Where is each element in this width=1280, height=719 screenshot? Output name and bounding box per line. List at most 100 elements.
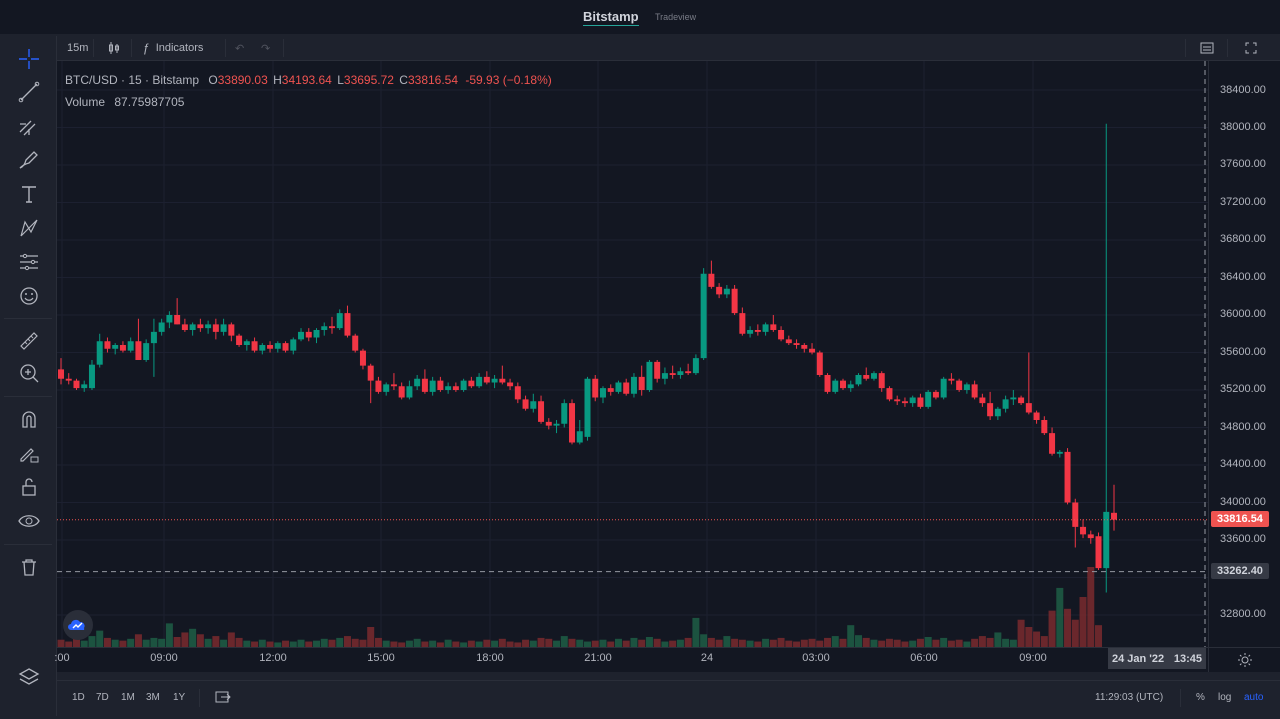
volume-bar — [994, 632, 1002, 647]
volume-bar — [514, 642, 522, 647]
time-scale[interactable] — [57, 647, 1208, 672]
eye-icon[interactable] — [14, 508, 44, 534]
volume-bar — [816, 640, 824, 647]
price-scale[interactable] — [1208, 61, 1280, 647]
volume-bar — [498, 638, 506, 647]
bottom-toolbar: 1D 7D 1M 3M 1Y 11:29:03 (UTC) % log auto — [57, 680, 1280, 717]
candle-body — [1080, 526, 1087, 535]
lock-drawing-icon[interactable] — [14, 440, 44, 466]
candle-body — [584, 378, 591, 437]
symbol-label[interactable]: BTC/USD · 15 · Bitstamp — [65, 73, 200, 87]
candle-body — [282, 343, 289, 351]
magnet-icon[interactable] — [14, 406, 44, 432]
pattern-icon[interactable] — [14, 215, 44, 241]
candle-body — [197, 324, 204, 329]
candle-body — [491, 378, 498, 383]
candle-body — [96, 341, 103, 365]
volume-bar — [134, 634, 142, 647]
fib-tool-icon[interactable] — [14, 113, 44, 139]
fullscreen-icon[interactable] — [1245, 36, 1257, 60]
volume-bar — [731, 638, 739, 647]
candle-body — [1064, 451, 1071, 503]
candle-body — [545, 421, 552, 426]
volume-bar — [622, 640, 630, 647]
text-icon[interactable] — [14, 181, 44, 207]
percent-toggle[interactable]: % — [1196, 692, 1205, 703]
volume-bar — [421, 641, 429, 647]
ruler-icon[interactable] — [14, 328, 44, 354]
tradingview-logo[interactable] — [63, 610, 93, 640]
volume-bar — [305, 641, 313, 647]
settings-gear-icon[interactable] — [1237, 652, 1253, 668]
subtitle[interactable]: Tradeview — [655, 12, 697, 22]
zoom-in-icon[interactable] — [14, 360, 44, 386]
volume-bar — [707, 637, 715, 647]
cloud-logo-icon — [68, 619, 85, 630]
candle-body — [793, 343, 800, 345]
settings-corner — [1208, 647, 1280, 672]
volume-bar — [243, 640, 251, 647]
volume-bar — [158, 638, 166, 647]
candle-body — [1111, 512, 1117, 520]
brush-icon[interactable] — [14, 147, 44, 173]
forecast-icon[interactable] — [14, 249, 44, 275]
emoji-icon[interactable] — [14, 283, 44, 309]
trash-icon[interactable] — [14, 554, 44, 580]
candlestick-chart[interactable] — [57, 61, 1208, 647]
volume-bar — [1040, 636, 1048, 647]
log-toggle[interactable]: log — [1218, 692, 1232, 703]
candle-body — [359, 350, 366, 366]
candle-type-icon[interactable] — [107, 36, 121, 60]
volume-bar — [212, 636, 220, 647]
candle-body — [267, 345, 274, 349]
layers-icon[interactable] — [14, 664, 44, 690]
candle-body — [321, 326, 328, 330]
volume-bar — [932, 639, 940, 647]
volume-label[interactable]: Volume — [65, 95, 106, 109]
interval-button[interactable]: 15m — [67, 42, 89, 54]
volume-bar — [452, 641, 460, 647]
candle-body — [437, 380, 444, 390]
candle-body — [383, 384, 390, 392]
candle-body — [468, 380, 475, 387]
chart-pane[interactable] — [57, 61, 1208, 647]
volume-bar — [413, 638, 421, 647]
range-1y[interactable]: 1Y — [173, 692, 186, 703]
unlock-icon[interactable] — [14, 474, 44, 500]
candle-body — [135, 341, 142, 360]
undo-icon[interactable]: ↶ — [235, 42, 245, 55]
time-tick: 18:00 — [476, 652, 504, 664]
auto-toggle[interactable]: auto — [1244, 692, 1264, 703]
indicators-button[interactable]: ƒ Indicators — [143, 36, 203, 60]
range-1d[interactable]: 1D — [72, 692, 85, 703]
candle-body — [81, 384, 88, 389]
volume-bar — [142, 639, 150, 647]
candle-body — [901, 401, 908, 404]
volume-bar — [676, 639, 684, 647]
volume-bar — [978, 636, 986, 647]
candle-body — [607, 388, 614, 392]
goto-date-icon[interactable] — [215, 690, 231, 707]
volume-bar — [506, 641, 514, 647]
redo-icon[interactable]: ↷ — [261, 42, 271, 55]
trend-line-icon[interactable] — [14, 79, 44, 105]
candle-body — [181, 324, 188, 330]
volume-bar — [483, 639, 491, 647]
candle-body — [414, 378, 421, 387]
volume-bar — [127, 638, 135, 647]
crosshair-icon[interactable] — [14, 46, 44, 72]
candle-body — [65, 378, 72, 381]
candle-body — [870, 373, 877, 379]
range-1m[interactable]: 1M — [121, 692, 135, 703]
range-3m[interactable]: 3M — [146, 692, 160, 703]
range-7d[interactable]: 7D — [96, 692, 109, 703]
exchange-title[interactable]: Bitstamp — [583, 9, 639, 26]
volume-bar — [436, 642, 444, 647]
candle-body — [747, 330, 754, 334]
volume-bar — [584, 641, 591, 647]
screenshot-icon[interactable] — [1200, 36, 1214, 60]
volume-bar — [723, 636, 731, 647]
clock-utc[interactable]: 11:29:03 (UTC) — [1095, 692, 1164, 703]
candle-body — [863, 375, 870, 379]
candle-body — [739, 313, 746, 334]
